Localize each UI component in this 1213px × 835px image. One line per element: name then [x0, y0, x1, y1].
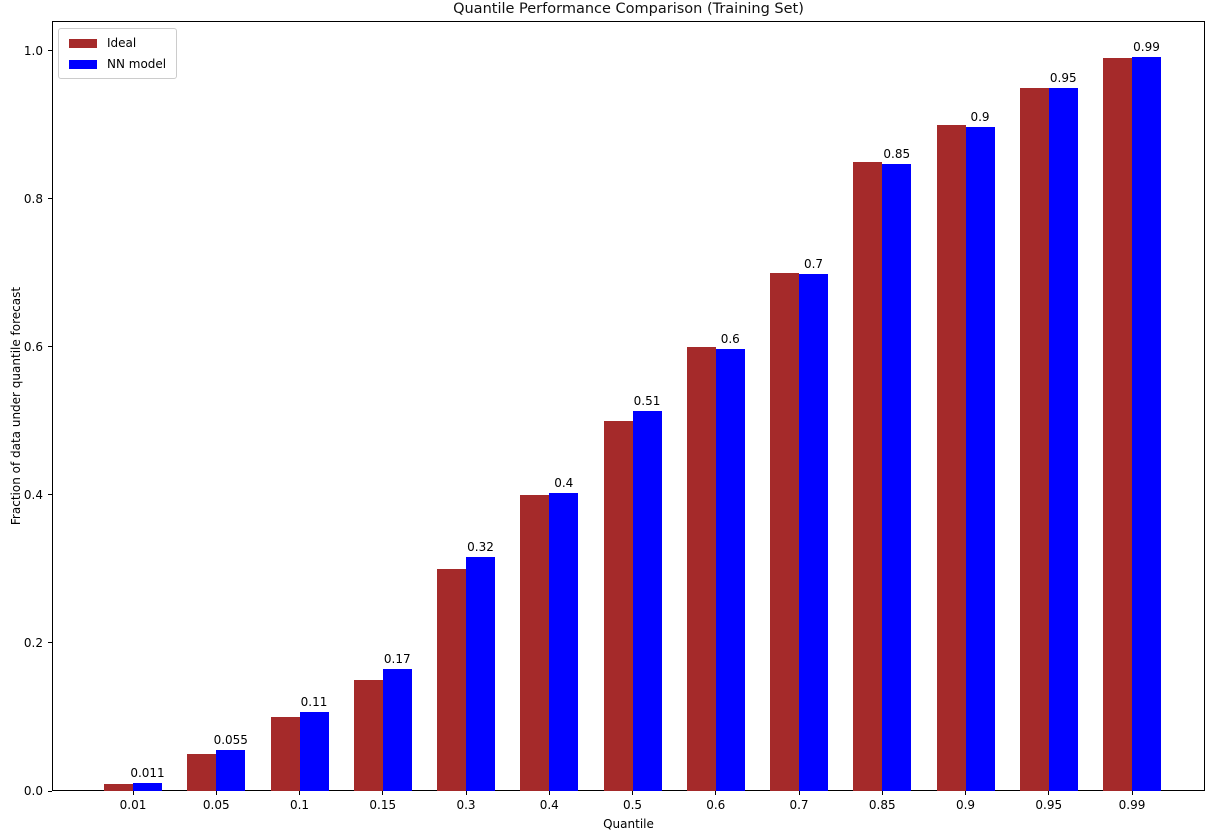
x-tick-mark — [632, 791, 633, 795]
legend-item-nn-model: NN model — [69, 57, 166, 71]
x-tick-mark — [715, 791, 717, 795]
x-tick-label: 0.7 — [789, 798, 809, 812]
x-tick-mark — [132, 791, 134, 795]
x-tick-mark — [881, 791, 883, 795]
x-tick-label: 0.3 — [456, 798, 476, 812]
x-tick-mark — [299, 791, 300, 795]
x-tick-label: 0.05 — [202, 798, 230, 812]
legend-item-ideal: Ideal — [69, 36, 166, 50]
x-tick-label: 0.5 — [622, 798, 643, 812]
x-tick-label: 0.01 — [119, 798, 147, 812]
x-tick-mark — [465, 791, 467, 795]
x-tick-label: 0.4 — [539, 798, 559, 812]
x-axis-label: Quantile — [603, 817, 654, 831]
x-tick-mark — [965, 791, 966, 795]
x-tick-label: 0.15 — [369, 798, 397, 812]
y-tick-label: 1.0 — [23, 43, 43, 58]
chart-title: Quantile Performance Comparison (Trainin… — [453, 1, 804, 17]
legend: Ideal NN model — [58, 28, 178, 79]
plot-border — [52, 21, 1205, 791]
x-tick-label: 0.1 — [289, 798, 310, 812]
y-tick-label: 0.0 — [23, 784, 43, 798]
x-tick-mark — [215, 791, 217, 795]
x-tick-mark — [382, 791, 384, 795]
x-tick-label: 0.6 — [706, 798, 726, 812]
legend-swatch-ideal — [69, 38, 97, 48]
x-tick-mark — [798, 791, 800, 795]
x-tick-label: 0.99 — [1118, 798, 1146, 812]
y-tick-label: 0.2 — [23, 635, 43, 650]
x-tick-label: 0.9 — [955, 798, 976, 812]
legend-label-ideal: Ideal — [107, 36, 137, 50]
y-tick-label: 0.8 — [23, 191, 43, 206]
y-axis-label: Fraction of data under quantile forecast — [9, 286, 23, 526]
x-tick-mark — [1131, 791, 1133, 795]
x-tick-mark — [1048, 791, 1050, 795]
legend-swatch-nn-model — [69, 59, 97, 69]
legend-label-nn-model: NN model — [107, 57, 167, 71]
x-tick-mark — [548, 791, 550, 795]
x-tick-label: 0.95 — [1035, 798, 1063, 812]
x-tick-label: 0.85 — [868, 798, 896, 812]
